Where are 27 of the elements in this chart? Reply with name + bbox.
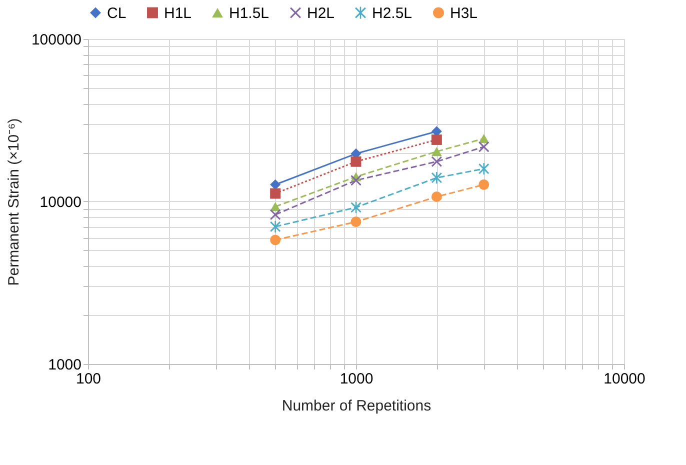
- point: [350, 216, 362, 228]
- legend-label: H2.5L: [372, 4, 412, 22]
- x-tick-label: 100: [76, 370, 102, 388]
- y-tick-label: 10000: [40, 194, 82, 211]
- point: [270, 234, 281, 246]
- point: [431, 191, 442, 202]
- point: [431, 146, 442, 156]
- point: [431, 156, 442, 167]
- legend-label: H1L: [164, 4, 192, 22]
- y-tick-label: 100000: [31, 32, 82, 48]
- x-tick-label: 10000: [604, 370, 646, 388]
- y-axis-title: Permanent Strain (×10⁻⁶): [5, 118, 22, 286]
- point: [270, 188, 281, 199]
- point: [270, 209, 281, 220]
- point: [270, 179, 281, 190]
- legend-label: H3L: [450, 4, 478, 22]
- point: [270, 220, 281, 232]
- legend-label: CL: [107, 4, 126, 22]
- point: [350, 156, 362, 167]
- x-tick-label: 1000: [340, 370, 374, 388]
- point: [350, 175, 362, 186]
- point: [431, 134, 442, 145]
- legend-label: H2L: [307, 4, 335, 22]
- x-axis-title: Number of Repetitions: [282, 398, 432, 414]
- legend-label: H1.5L: [229, 4, 270, 22]
- point: [431, 172, 442, 184]
- y-tick-label: 1000: [48, 356, 82, 374]
